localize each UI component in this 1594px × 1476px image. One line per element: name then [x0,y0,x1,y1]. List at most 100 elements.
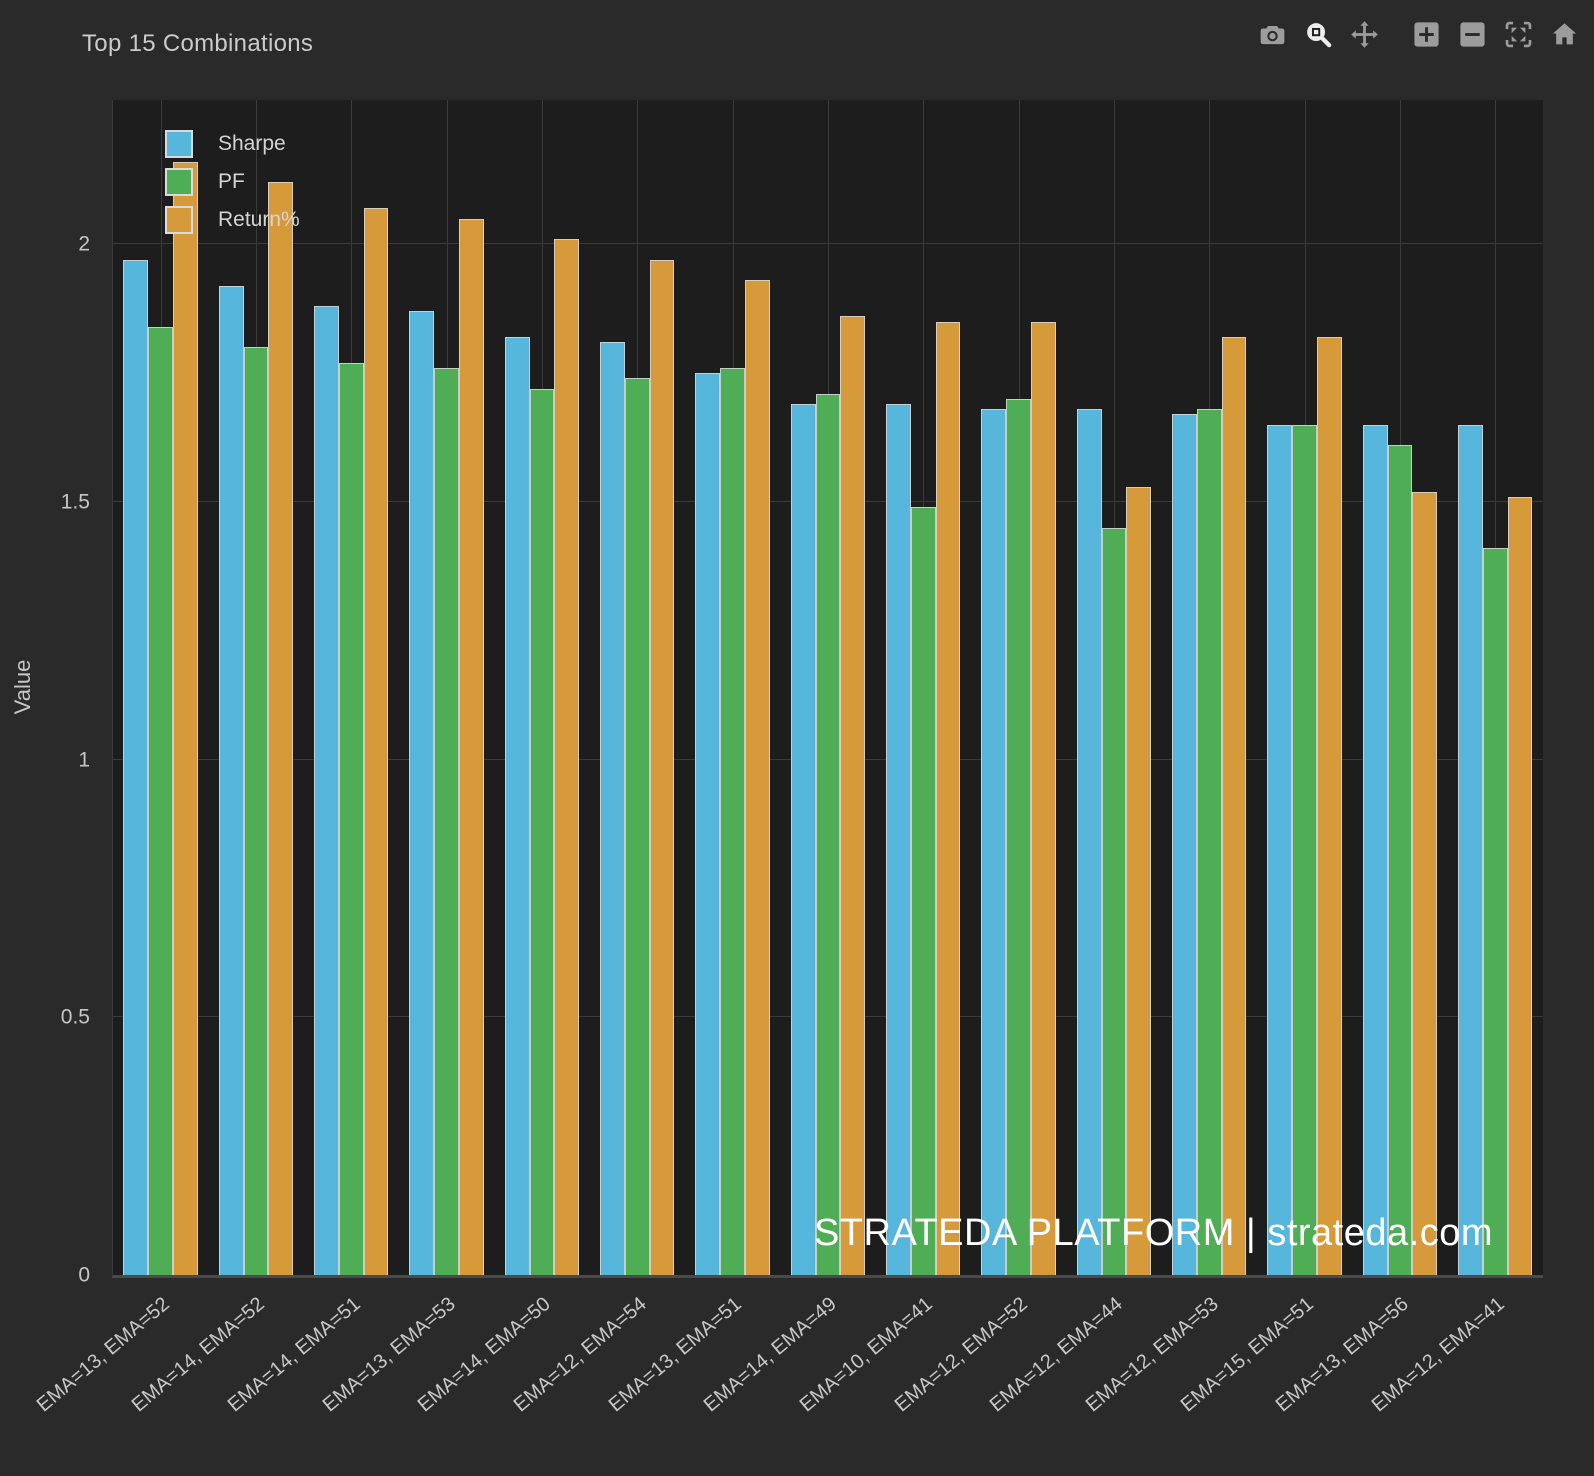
legend-item-return[interactable]: Return% [165,206,300,234]
bar-cluster [886,100,961,1275]
bar-pf[interactable] [910,507,936,1275]
bar-group [113,100,208,1275]
bar-return[interactable] [745,280,770,1275]
bar-sharpe[interactable] [886,404,911,1275]
home-icon [1552,22,1576,44]
watermark-text: STRATEDA PLATFORM | strateda.com [813,1212,1493,1254]
bar-sharpe[interactable] [1362,424,1388,1275]
y-tick-label: 0 [78,1263,90,1287]
bar-group [1352,100,1447,1275]
bar-sharpe[interactable] [1267,424,1293,1275]
legend-item-sharpe[interactable]: Sharpe [165,130,300,158]
bar-cluster [1076,100,1152,1275]
bar-pf[interactable] [1387,445,1413,1275]
bar-return[interactable] [935,321,961,1275]
plotly-modebar [1242,18,1580,50]
bar-cluster [1267,100,1342,1275]
bar-group [399,100,494,1275]
camera-icon [1260,25,1284,44]
bar-sharpe[interactable] [314,306,339,1275]
autoscale-icon [1505,21,1531,47]
y-axis-ticks: 0 0.5 1 1.5 2 [0,100,100,1286]
toolbar-zoom-button[interactable] [1302,18,1334,50]
bar-return[interactable] [1221,337,1247,1275]
legend-label-pf: PF [218,170,245,193]
bar-group [590,100,685,1275]
legend-swatch-return [165,206,193,234]
bar-return[interactable] [1412,491,1438,1275]
bar-sharpe[interactable] [981,409,1007,1275]
bar-return[interactable] [1031,321,1056,1275]
bar-cluster [1362,100,1438,1275]
bar-group [876,100,971,1275]
bar-sharpe[interactable] [1172,414,1197,1275]
bar-cluster [600,100,675,1275]
y-tick-label: 1 [78,748,90,772]
toolbar-pan-button[interactable] [1348,18,1380,50]
bar-group [1066,100,1161,1275]
bar-return[interactable] [173,161,198,1275]
bar-sharpe[interactable] [600,342,625,1275]
bar-cluster [1172,100,1247,1275]
bar-cluster [695,100,770,1275]
bar-cluster [1458,100,1533,1275]
toolbar-zoom-out-button[interactable] [1456,18,1488,50]
bar-pf[interactable] [1101,527,1127,1275]
bar-pf[interactable] [529,388,555,1275]
bar-group [685,100,780,1275]
bar-group [494,100,589,1275]
bar-return[interactable] [459,218,484,1275]
legend-swatch-pf [165,168,193,196]
legend-item-pf[interactable]: PF [165,168,300,196]
bar-group [1162,100,1257,1275]
bar-pf[interactable] [1196,409,1222,1275]
bar-return[interactable] [268,182,294,1275]
zoom-icon [1306,22,1331,47]
bar-sharpe[interactable] [1458,424,1483,1275]
bar-pf[interactable] [243,347,269,1275]
bar-group [304,100,399,1275]
bar-cluster [790,100,866,1275]
toolbar-autoscale-button[interactable] [1502,18,1534,50]
bar-pf[interactable] [338,362,364,1275]
zoom-out-icon [1459,21,1485,47]
bar-cluster [409,100,484,1275]
bar-group [971,100,1066,1275]
bar-pf[interactable] [1292,424,1318,1275]
bar-sharpe[interactable] [218,285,244,1275]
bar-cluster [314,100,389,1275]
bar-pf[interactable] [720,367,746,1275]
toolbar-zoom-in-button[interactable] [1410,18,1442,50]
bar-return[interactable] [554,239,580,1275]
bar-return[interactable] [840,316,866,1275]
bar-group [208,100,303,1275]
legend-swatch-sharpe [165,130,193,158]
bar-pf[interactable] [624,378,650,1275]
bar-return[interactable] [1507,496,1533,1275]
bar-sharpe[interactable] [695,373,721,1275]
toolbar-reset-home-button[interactable] [1548,18,1580,50]
legend: Sharpe PF Return% [165,130,300,244]
y-tick-label: 2 [78,232,90,256]
plot-area: Sharpe PF Return% STRATEDA PLATFORM | stra… [112,100,1543,1278]
bar-sharpe[interactable] [790,404,816,1275]
toolbar-camera-button[interactable] [1256,18,1288,50]
bar-sharpe[interactable] [123,259,149,1275]
bar-return[interactable] [1317,337,1342,1275]
y-tick-label: 1.5 [60,490,90,514]
bar-pf[interactable] [1006,398,1032,1275]
bar-sharpe[interactable] [504,337,530,1275]
bar-pf[interactable] [815,393,841,1275]
bar-return[interactable] [363,208,389,1275]
bar-pf[interactable] [434,367,460,1275]
pan-icon [1350,20,1378,48]
y-axis-title: Value [10,659,35,715]
bar-sharpe[interactable] [409,311,435,1275]
bar-pf[interactable] [1482,548,1508,1275]
bar-return[interactable] [1126,486,1152,1275]
bar-cluster [504,100,580,1275]
bar-pf[interactable] [148,326,174,1275]
bar-sharpe[interactable] [1076,409,1102,1275]
bar-return[interactable] [649,259,675,1275]
